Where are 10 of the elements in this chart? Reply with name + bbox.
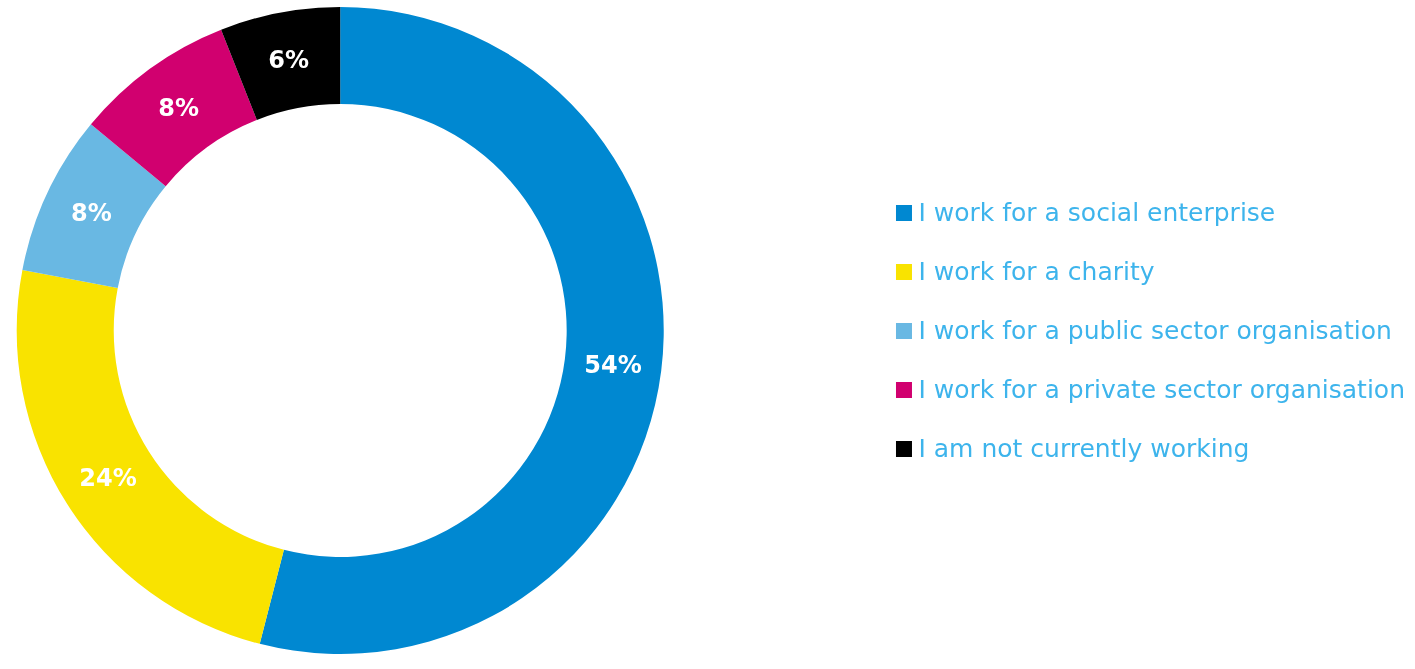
data-label: 6%: [268, 46, 310, 75]
data-label: 54%: [584, 350, 642, 379]
legend-label: I am not currently working: [918, 433, 1250, 463]
legend-label: I work for a charity: [918, 256, 1155, 286]
data-label: 24%: [79, 463, 137, 492]
data-label: 8%: [71, 199, 112, 228]
legend-label: I work for a private sector organisation: [918, 374, 1405, 404]
legend-label: I work for a social enterprise: [918, 197, 1276, 227]
legend-label: I work for a public sector organisation: [918, 315, 1392, 345]
data-label: 8%: [158, 94, 199, 123]
